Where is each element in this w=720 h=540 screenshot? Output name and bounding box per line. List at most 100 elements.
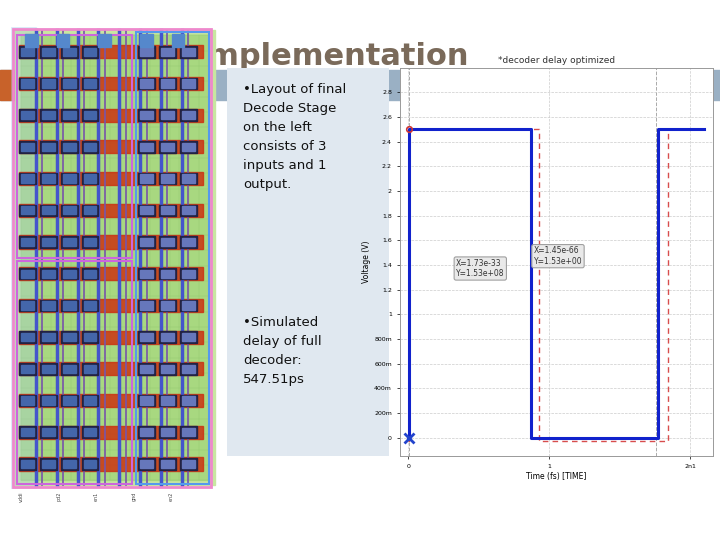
Bar xyxy=(140,396,153,404)
Bar xyxy=(40,110,57,121)
Text: X=1.45e-66
Y=1.53e+00: X=1.45e-66 Y=1.53e+00 xyxy=(534,246,582,266)
Bar xyxy=(63,460,76,468)
Bar xyxy=(63,79,76,87)
Bar xyxy=(63,206,76,214)
Bar xyxy=(22,333,34,341)
Bar xyxy=(140,111,153,119)
Bar xyxy=(140,460,153,468)
Bar xyxy=(61,268,78,280)
Bar xyxy=(42,79,55,87)
Text: vddi: vddi xyxy=(19,492,24,503)
Bar xyxy=(42,301,55,309)
Bar xyxy=(22,460,34,468)
Bar xyxy=(63,428,76,436)
Bar xyxy=(138,236,155,248)
Bar xyxy=(19,395,36,406)
Bar xyxy=(182,428,194,436)
Bar xyxy=(140,238,153,246)
Bar xyxy=(182,396,194,404)
Bar xyxy=(63,396,76,404)
Bar xyxy=(63,174,76,183)
Bar xyxy=(22,301,34,309)
Bar xyxy=(22,269,34,278)
Bar xyxy=(22,111,34,119)
Bar xyxy=(180,205,197,216)
Bar xyxy=(140,48,153,56)
Bar xyxy=(180,300,197,311)
Bar xyxy=(82,332,99,343)
Bar xyxy=(159,78,176,89)
Bar xyxy=(138,205,155,216)
Bar xyxy=(19,46,36,57)
Bar xyxy=(138,141,155,153)
Bar xyxy=(138,427,155,438)
Text: •Simulated
delay of full
decoder:
547.51ps: •Simulated delay of full decoder: 547.51… xyxy=(243,316,322,386)
Bar xyxy=(40,395,57,406)
Bar xyxy=(182,206,194,214)
Bar xyxy=(180,141,197,153)
Bar xyxy=(138,300,155,311)
Bar xyxy=(182,48,194,56)
Bar xyxy=(19,332,36,343)
Bar xyxy=(19,109,203,122)
Bar xyxy=(22,143,34,151)
Text: •Layout of final
Decode Stage
on the left
consists of 3
inputs and 1
output.: •Layout of final Decode Stage on the lef… xyxy=(243,83,346,191)
Bar xyxy=(84,143,96,151)
Bar xyxy=(138,110,155,121)
Text: en1: en1 xyxy=(94,492,99,501)
Bar xyxy=(171,33,184,47)
Bar xyxy=(161,364,174,373)
Bar xyxy=(138,363,155,375)
Bar xyxy=(19,300,36,311)
Bar xyxy=(159,427,176,438)
Bar xyxy=(161,111,174,119)
Bar xyxy=(180,427,197,438)
Bar xyxy=(161,460,174,468)
Bar xyxy=(19,427,36,438)
Bar xyxy=(159,268,176,280)
Bar xyxy=(22,79,34,87)
Bar xyxy=(19,140,203,153)
Bar xyxy=(19,173,36,184)
Bar xyxy=(17,35,132,258)
Bar xyxy=(84,206,96,214)
Bar xyxy=(22,364,34,373)
Bar xyxy=(140,269,153,278)
Bar xyxy=(42,396,55,404)
Bar xyxy=(42,206,55,214)
Bar xyxy=(19,77,203,90)
Bar xyxy=(159,205,176,216)
Bar xyxy=(138,395,155,406)
Bar xyxy=(159,395,176,406)
Bar xyxy=(161,396,174,404)
Bar xyxy=(161,333,174,341)
Bar xyxy=(19,45,203,58)
Bar xyxy=(61,332,78,343)
Bar xyxy=(19,457,203,470)
Bar xyxy=(63,238,76,246)
Bar xyxy=(82,395,99,406)
Bar xyxy=(19,110,36,121)
Bar xyxy=(182,460,194,468)
Bar xyxy=(63,269,76,278)
Bar xyxy=(138,268,155,280)
Bar xyxy=(40,46,57,57)
Bar xyxy=(182,79,194,87)
Bar xyxy=(61,110,78,121)
Bar xyxy=(82,268,99,280)
Bar xyxy=(19,141,36,153)
Bar xyxy=(84,460,96,468)
Bar xyxy=(182,238,194,246)
Bar xyxy=(140,174,153,183)
Text: X=1.73e-33
Y=1.53e+08: X=1.73e-33 Y=1.53e+08 xyxy=(456,259,505,278)
Bar xyxy=(22,48,34,56)
Bar xyxy=(22,428,34,436)
Bar xyxy=(42,174,55,183)
Bar xyxy=(180,458,197,470)
Bar xyxy=(136,32,210,484)
Bar xyxy=(22,396,34,404)
Bar xyxy=(182,269,194,278)
Bar xyxy=(99,33,111,47)
Bar xyxy=(61,458,78,470)
Bar xyxy=(40,332,57,343)
